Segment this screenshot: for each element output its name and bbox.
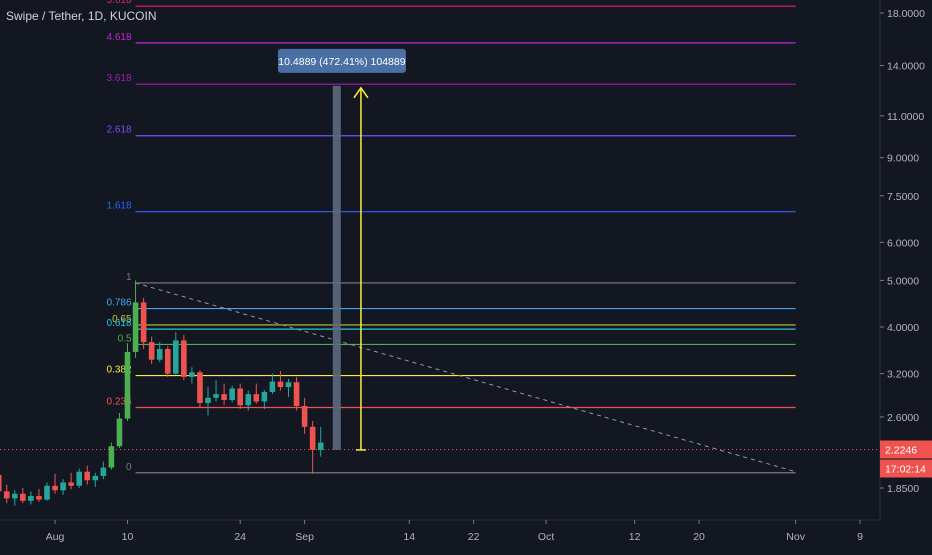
fib-level-label: 0.65: [112, 314, 132, 325]
price-axis-label: 1.8500: [887, 483, 919, 495]
fib-level-label: 2.618: [107, 125, 132, 136]
candle-body[interactable]: [132, 302, 139, 352]
candle-body[interactable]: [76, 471, 82, 486]
price-axis-label: 11.0000: [887, 111, 924, 123]
candle-body[interactable]: [116, 418, 123, 447]
candle-body[interactable]: [293, 382, 300, 407]
current-price-tag: [880, 440, 932, 459]
time-axis-label: 22: [468, 531, 480, 543]
fib-level-label: 0: [126, 462, 132, 473]
candle-body[interactable]: [309, 426, 316, 450]
time-axis-label: 9: [857, 531, 863, 543]
candle-body[interactable]: [156, 349, 163, 360]
candle-body[interactable]: [301, 406, 308, 427]
price-axis-label: 3.2000: [887, 369, 919, 381]
price-axis-label: 18.0000: [887, 8, 925, 20]
measure-label-text: 10.4889 (472.41%) 104889: [278, 56, 405, 68]
candle-body[interactable]: [100, 467, 107, 476]
price-axis-label: 14.0000: [887, 60, 925, 72]
candle-body[interactable]: [164, 349, 171, 374]
countdown-tag: [880, 459, 932, 478]
fib-level-label: 3.618: [107, 73, 132, 84]
price-axis-label: 6.0000: [887, 237, 919, 249]
candle-body[interactable]: [140, 302, 147, 343]
price-axis-label: 4.0000: [887, 322, 919, 334]
candle-body[interactable]: [20, 493, 26, 501]
candle-body[interactable]: [189, 372, 195, 377]
candle-body[interactable]: [84, 471, 91, 481]
time-axis-label: Aug: [46, 531, 65, 543]
fib-level-label: 0.786: [107, 298, 132, 309]
fib-level-label: 1: [126, 272, 132, 283]
time-axis-label: 14: [403, 531, 415, 543]
candle-body[interactable]: [261, 392, 268, 402]
candle-body[interactable]: [277, 381, 284, 388]
time-axis-label: 24: [234, 531, 246, 543]
candle-body[interactable]: [229, 388, 235, 400]
candle-body[interactable]: [68, 482, 74, 486]
time-axis-label: Nov: [786, 531, 805, 543]
candle-body[interactable]: [285, 382, 292, 388]
candle-body[interactable]: [124, 351, 131, 419]
candle-body[interactable]: [245, 394, 252, 406]
candle-body[interactable]: [205, 397, 211, 403]
trendline-dashed[interactable]: [135, 282, 796, 473]
current-price-label: 2.2246: [885, 445, 917, 457]
time-axis-label: 12: [629, 531, 641, 543]
candle-body[interactable]: [52, 485, 58, 491]
price-axis-label: 9.0000: [887, 153, 919, 165]
symbol-title: Swipe / Tether, 1D, KUCOIN: [6, 9, 157, 23]
candle-body[interactable]: [213, 394, 219, 398]
candle-body[interactable]: [108, 446, 115, 468]
candle-body[interactable]: [36, 496, 42, 500]
measure-range-bar[interactable]: [332, 85, 341, 450]
time-axis-label: 20: [693, 531, 705, 543]
candle-body[interactable]: [148, 342, 155, 360]
candle-body[interactable]: [3, 491, 10, 499]
candle-body[interactable]: [181, 340, 187, 377]
candle-body[interactable]: [253, 394, 260, 402]
fib-level-label: 4.618: [107, 32, 132, 43]
candle-body[interactable]: [173, 340, 179, 374]
fib-level-label: 0.236: [107, 397, 132, 408]
time-axis-label: 10: [122, 531, 134, 543]
candle-body[interactable]: [28, 496, 34, 501]
candle-body[interactable]: [60, 482, 66, 491]
candle-body[interactable]: [44, 485, 50, 500]
fib-level-label: 0.618: [107, 318, 132, 329]
fib-level-label: 1.618: [107, 201, 132, 212]
fib-level-label: 0.5: [118, 333, 132, 344]
candle-body[interactable]: [92, 475, 99, 481]
candle-body[interactable]: [221, 394, 227, 400]
time-axis-label: Oct: [538, 531, 554, 543]
candle-body[interactable]: [269, 381, 276, 393]
price-axis-label: 7.5000: [887, 191, 919, 203]
price-axis-label: 2.6000: [887, 412, 919, 424]
candle-body[interactable]: [12, 493, 18, 499]
fib-level-label: 0.382: [107, 365, 132, 376]
candle-body[interactable]: [0, 474, 2, 492]
candle-body[interactable]: [197, 372, 203, 403]
time-axis-bg: [0, 520, 932, 550]
candle-body[interactable]: [317, 442, 324, 450]
measure-label-box: [277, 48, 406, 73]
price-axis-label: 5.0000: [887, 275, 919, 287]
candle-body[interactable]: [237, 388, 243, 406]
time-axis-label: Sep: [295, 531, 314, 543]
target-arrow-head: [353, 86, 369, 99]
fib-level-label: 5.618: [107, 0, 132, 6]
countdown-label: 17:02:14: [885, 464, 926, 476]
